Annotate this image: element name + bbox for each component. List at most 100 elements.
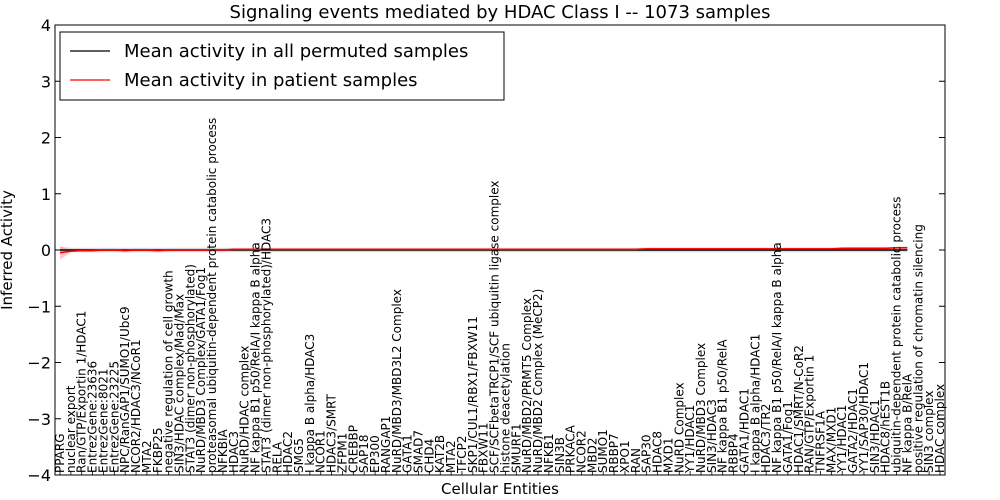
y-tick-label: −2	[27, 354, 51, 373]
category-label: NPC/RanGAP1/SUMO1/Ubc9	[118, 306, 132, 473]
category-label: SCF/SCFbetaTRCP1/SCF ubiquitin ligase co…	[488, 181, 502, 474]
category-label: HDAC8/hEST1B	[879, 381, 893, 473]
category-label: SIN3/HDAC3	[705, 399, 719, 473]
category-label: EP300	[368, 435, 382, 473]
category-label: MTA2	[140, 440, 154, 473]
chart-title: Signaling events mediated by HDAC Class …	[230, 2, 771, 23]
category-label: RBBP4	[727, 433, 741, 473]
category-label: HDAC2	[281, 431, 295, 473]
category-label: SIN3 complex	[922, 391, 936, 473]
category-label: nuclear export	[64, 385, 78, 473]
category-label: NFKB1	[542, 433, 556, 473]
category-label: RBBP7	[607, 433, 621, 473]
category-label: RAN/GTP/Exportin 1	[803, 355, 817, 473]
category-label: PRKACA	[564, 424, 578, 473]
category-label: I kappa B alpha/HDAC1	[748, 334, 762, 473]
category-label: TFCP2	[455, 436, 469, 474]
category-label: NCOR2/HDAC3/NCoR1	[129, 339, 143, 473]
category-label: negative regulation of cell growth	[162, 270, 176, 473]
category-label: MTA2	[444, 440, 458, 473]
category-label: NuRD Complex	[672, 382, 686, 473]
y-tick-label: 2	[41, 129, 51, 148]
category-label: EntrezGene:23225	[107, 361, 121, 473]
category-label: SIN3B	[553, 437, 567, 473]
category-label: SKP1/CUL1/RBX1/FBXW11	[466, 316, 480, 473]
y-tick-label: 4	[41, 16, 51, 35]
category-label: SAP18	[357, 434, 371, 473]
category-label: NCOR2	[575, 430, 589, 473]
category-label: RANGAP1	[379, 416, 393, 473]
category-label: CREBBP	[346, 425, 360, 473]
category-label: KAT2B	[433, 435, 447, 473]
category-label: SUMO1	[596, 429, 610, 473]
category-label: TNFRSF1A	[814, 410, 828, 474]
category-label: proteasomal ubiquitin-dependent protein …	[205, 118, 219, 473]
series-lines	[59, 247, 908, 254]
category-label: SMG5	[292, 438, 306, 473]
y-tick-label: −4	[27, 466, 51, 485]
category-label: NF kappa B1 p50/RelA/I kappa B alpha	[770, 242, 784, 473]
category-label: ubiquitin-dependent protein catabolic pr…	[890, 197, 904, 473]
legend: Mean activity in all permuted samples Me…	[59, 31, 505, 101]
category-label: Ran/GTP/Exportin 1/HDAC1	[75, 311, 89, 473]
category-label: CHD4	[422, 439, 436, 473]
category-label: SMAD7	[412, 430, 426, 473]
category-label: NuRD/MBD2/PRMT5 Complex	[520, 298, 534, 473]
category-label: NF kappa B1 p50/RelA/I kappa B alpha	[249, 242, 263, 473]
category-label: YY1/HDAC1	[683, 405, 697, 474]
category-label: STAT3 (dimer non-phosphorylated)/HDAC3	[259, 218, 273, 473]
category-label: HDAC3/TR2	[759, 404, 773, 473]
y-tick-label: 1	[41, 185, 51, 204]
category-label: YY1/HDAC1	[835, 405, 849, 474]
category-label: HDAC complex	[933, 384, 947, 473]
category-label: GATA2/HDAC1	[846, 388, 860, 473]
category-label: RAN	[629, 448, 643, 473]
category-label: NuRD/MBD3/MBD3L2 Complex	[390, 289, 404, 473]
category-label: NuRD/HDAC complex	[238, 346, 252, 473]
category-label: HDAC1/SMRT/N-CoR2	[792, 345, 806, 473]
legend-label-permuted: Mean activity in all permuted samples	[124, 41, 468, 62]
y-axis-ticks: −4 −3 −2 −1 0 1 2 3 4	[27, 16, 945, 485]
category-label: positive regulation of chromatin silenci…	[911, 224, 925, 473]
category-label: NCOR1	[314, 430, 328, 473]
category-label: STAT3 (dimer non-phosphorylated)	[183, 264, 197, 473]
legend-box	[59, 31, 505, 101]
category-label: EntrezGene:23636	[86, 361, 100, 473]
y-axis-label: Inferred Activity	[0, 190, 16, 310]
y-tick-label: 3	[41, 72, 51, 91]
category-label: YY1/SAP30/HDAC1	[857, 362, 871, 474]
category-label: histone deacetylation	[498, 343, 512, 473]
category-label: HDAC8	[651, 431, 665, 473]
category-label: NFKBIA	[216, 428, 230, 473]
category-label: PPARG	[53, 433, 67, 473]
category-label: NF kappa B/RelA	[900, 373, 914, 473]
patient-mean-line	[59, 247, 908, 254]
category-label: SIN3/HDAC1	[868, 399, 882, 473]
y-tick-label: 0	[41, 241, 51, 260]
x-axis-label: Cellular Entities	[441, 480, 559, 498]
category-label: FBXW11	[477, 423, 491, 474]
category-label: XPO1	[618, 440, 632, 473]
plot-frame	[54, 24, 946, 476]
category-label: NF kappa B1 p50/RelA	[716, 339, 730, 473]
category-label: FKBP25	[151, 427, 165, 473]
category-label: NuRD/MBD3 Complex/GATA1/Fog1	[194, 267, 208, 473]
category-label: MBD2	[585, 438, 599, 473]
legend-label-patient: Mean activity in patient samples	[124, 70, 418, 91]
category-label: RELA	[270, 441, 284, 473]
category-label: SIN3/HDAC complex/Mad/Max	[173, 294, 187, 473]
category-label: SAP30	[640, 434, 654, 473]
category-label: HDAC3/SMRT	[325, 393, 339, 473]
category-label: GATA1	[401, 434, 415, 473]
category-label: MAX/MXD1	[824, 407, 838, 473]
y-tick-label: −3	[27, 410, 51, 429]
category-label: MXD1	[661, 438, 675, 473]
category-label: NuRD/MBD3 Complex	[694, 343, 708, 473]
category-label: GATA1/HDAC1	[737, 388, 751, 473]
category-label: HDAC3	[227, 431, 241, 473]
category-label: NuRD/MBD2 Complex (MeCP2)	[531, 289, 545, 473]
category-label: SMURF1	[509, 423, 523, 473]
category-label: EntrezGene:8021	[97, 369, 111, 474]
